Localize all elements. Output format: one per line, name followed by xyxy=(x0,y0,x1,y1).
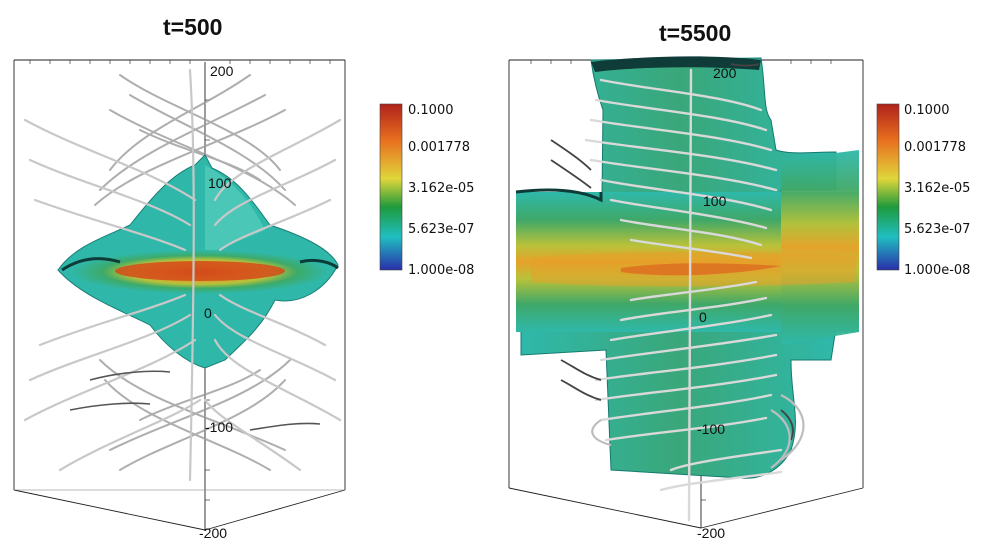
colorbar-label: 5.623e-07 xyxy=(904,222,970,237)
render-view-t500: 200 100 0 -100 -200 0.1000 0.001778 3.16… xyxy=(13,59,474,541)
disk-rim xyxy=(61,257,339,272)
axis-tick-label: -200 xyxy=(199,525,227,541)
disk-warm-layer xyxy=(531,251,856,287)
axis-tick-label: 100 xyxy=(208,175,232,191)
panel-title: t=500 xyxy=(163,14,223,40)
field-lines-outer xyxy=(591,394,805,469)
axis-tick-label: 100 xyxy=(703,193,727,209)
colorbar-label: 1.000e-08 xyxy=(408,263,474,278)
colorbar-label: 5.623e-07 xyxy=(408,222,474,237)
field-lines-front xyxy=(23,68,342,482)
colorbar-label: 0.001778 xyxy=(904,140,966,155)
disk-core xyxy=(115,261,285,281)
axis-tick-label: 200 xyxy=(210,63,234,79)
axis-tick-label: 0 xyxy=(699,309,707,325)
colorbar-label: 3.162e-05 xyxy=(408,181,474,196)
colorbar-label: 3.162e-05 xyxy=(904,181,970,196)
axis-tick-label: 0 xyxy=(204,305,212,321)
colorbar xyxy=(876,103,900,271)
colorbar-label: 0.001778 xyxy=(408,140,470,155)
colorbar xyxy=(379,103,403,271)
disk-band-top-edge xyxy=(515,188,603,203)
panel-t5500: t=5500 xyxy=(491,0,981,547)
axis-tick-label: 200 xyxy=(713,65,737,81)
field-lines-dark xyxy=(69,370,321,431)
envelope-shade xyxy=(205,165,265,255)
panel-t500: t=500 xyxy=(0,0,490,547)
axis-tick-label: -200 xyxy=(697,525,725,541)
render-view-t5500: 200 100 0 -100 -200 0.1000 0.001778 3.16… xyxy=(508,56,970,541)
field-lines-front xyxy=(584,68,783,522)
field-lines-dark xyxy=(550,63,794,441)
axis-tick-label: -100 xyxy=(205,419,233,435)
colorbar-label: 0.1000 xyxy=(408,103,454,118)
axis-tick-label: -100 xyxy=(697,421,725,437)
colorbar-label: 1.000e-08 xyxy=(904,263,970,278)
colorbar-label: 0.1000 xyxy=(904,103,950,118)
panel-title: t=5500 xyxy=(659,20,732,46)
disk-band-right-panel xyxy=(781,150,859,345)
column-top-cap xyxy=(591,56,761,72)
